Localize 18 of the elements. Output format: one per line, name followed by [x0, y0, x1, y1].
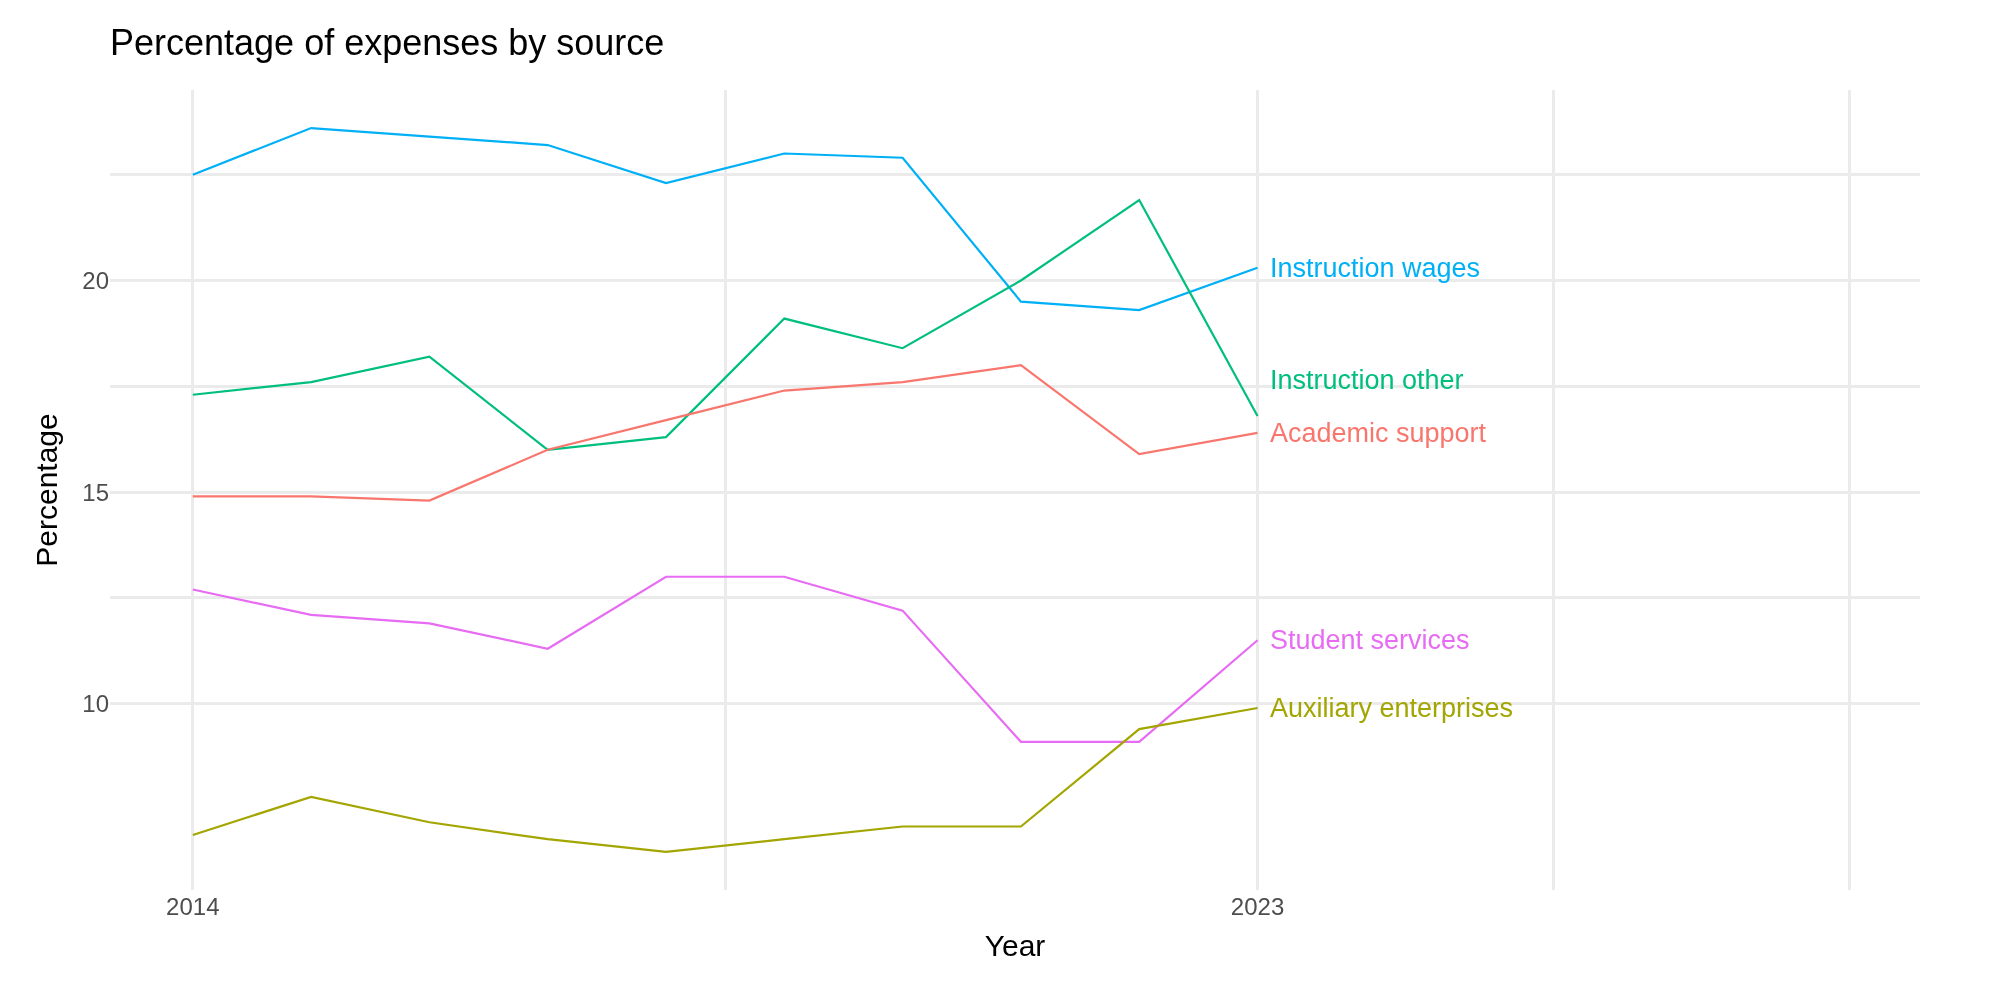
- y-tick-label: 10: [82, 690, 109, 718]
- series-label: Instruction other: [1270, 365, 1464, 395]
- x-axis-title: Year: [984, 928, 1046, 962]
- line-series: [191, 198, 1259, 451]
- series-label: Student services: [1270, 625, 1470, 655]
- series-label: Academic support: [1270, 418, 1487, 448]
- line-series: [191, 127, 1259, 312]
- chart-title: Percentage of expenses by source: [110, 22, 665, 64]
- y-tick-label: 15: [82, 478, 109, 506]
- line-series: [191, 706, 1259, 853]
- line-series: [191, 364, 1259, 502]
- x-tick-label: 2014: [166, 893, 220, 920]
- y-tick-label: 20: [82, 266, 109, 294]
- y-axis-title: Percentage: [30, 413, 64, 567]
- line-series: [191, 575, 1259, 743]
- x-tick-label: 2023: [1230, 893, 1285, 920]
- series-label: Auxiliary enterprises: [1270, 693, 1514, 723]
- series-label: Instruction wages: [1270, 253, 1481, 283]
